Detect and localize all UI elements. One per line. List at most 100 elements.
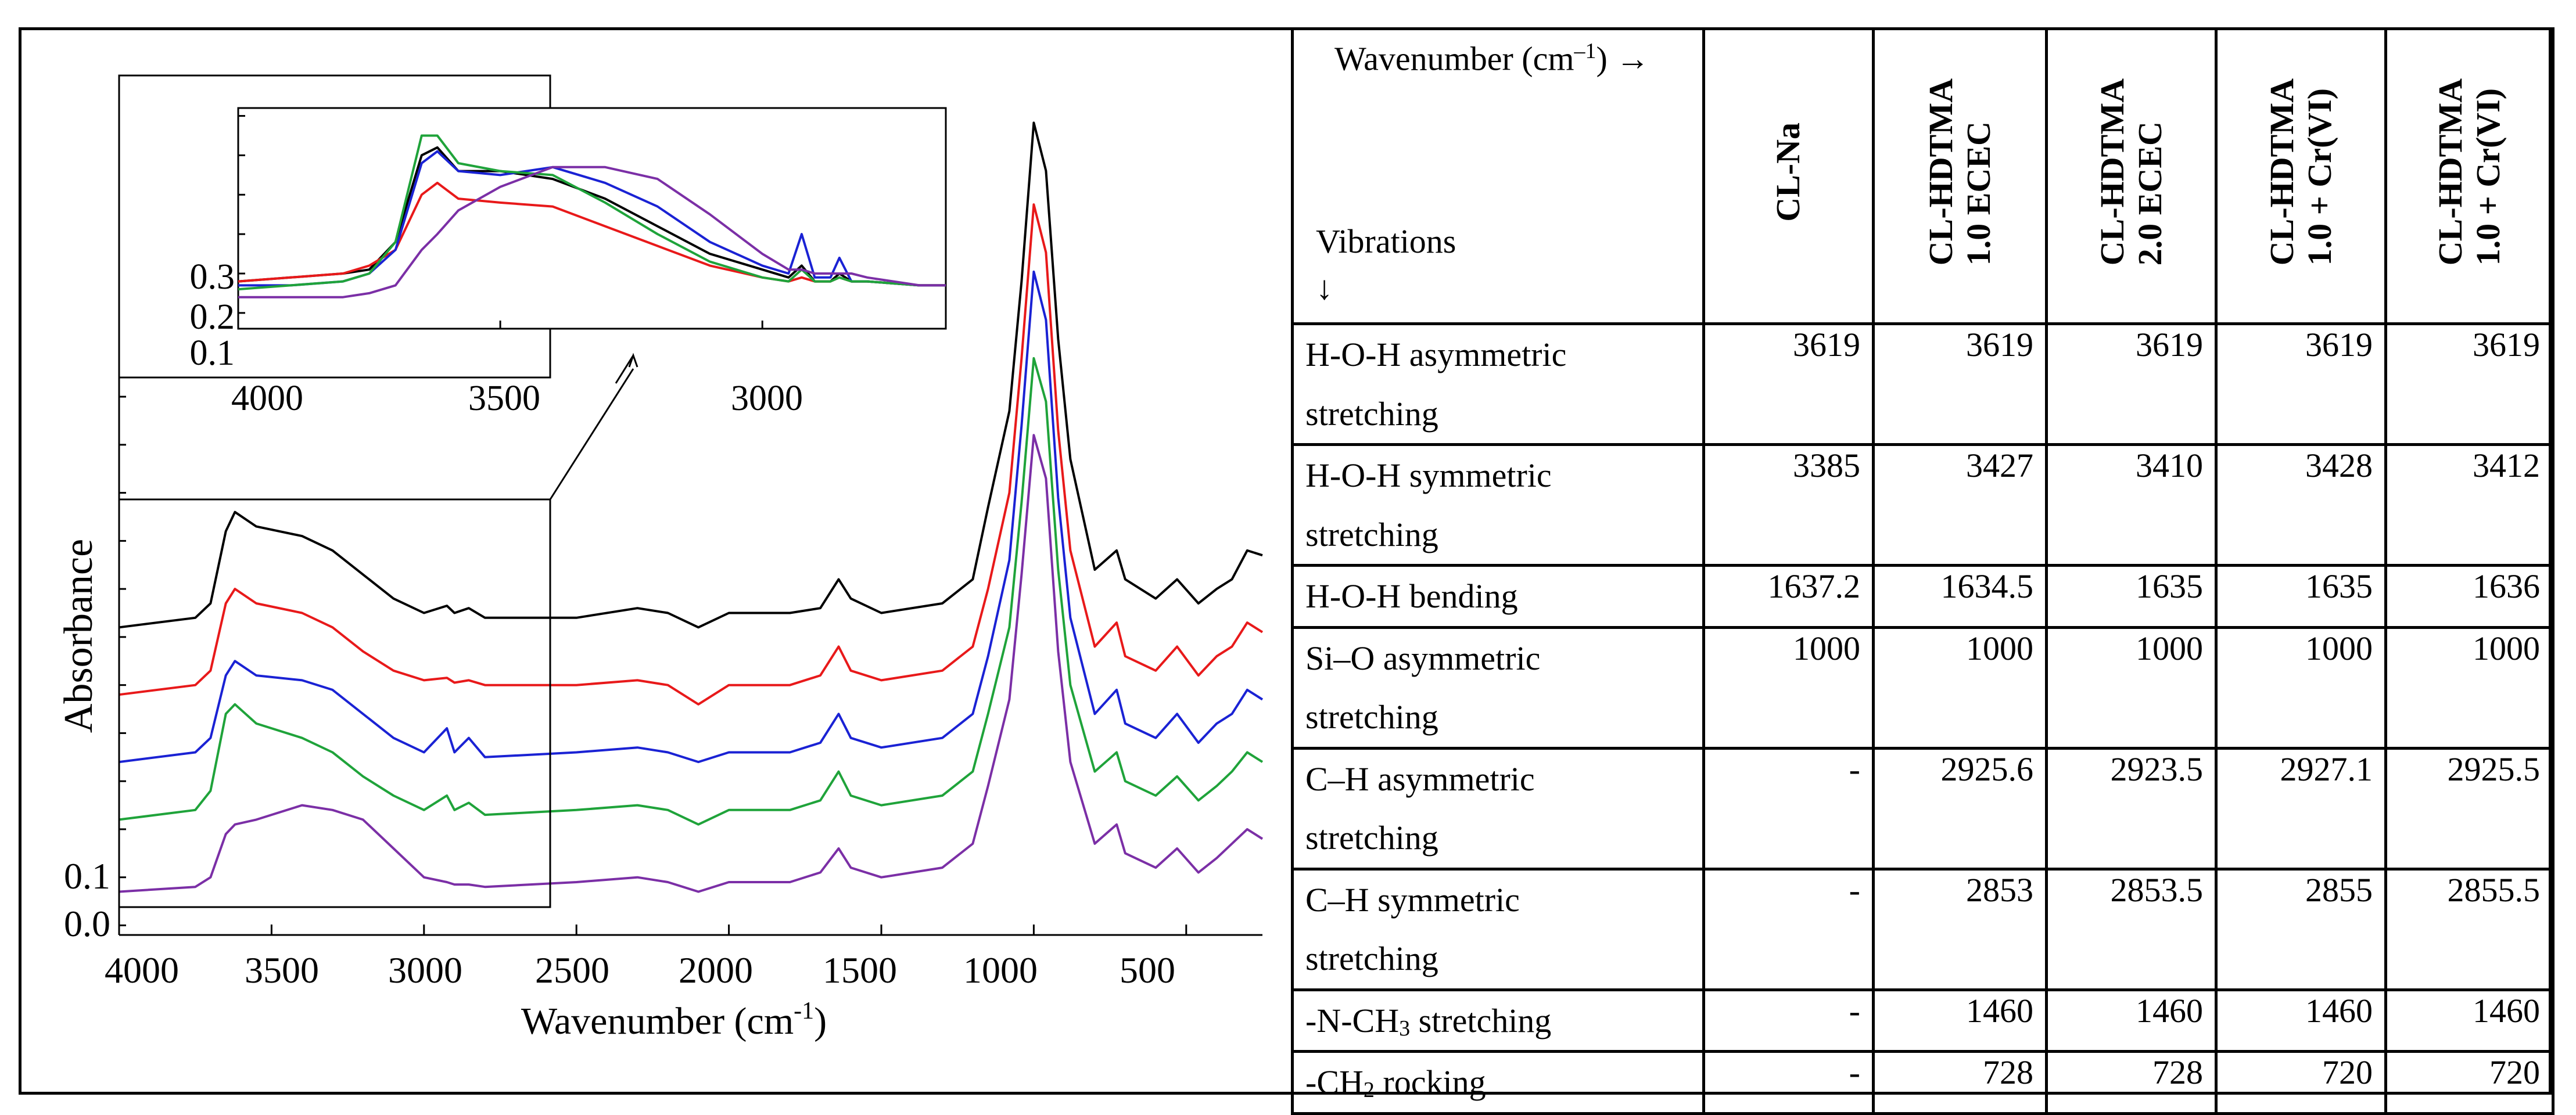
vibration-table: Wavenumber (cm–1) → Vibrations ↓ CL-Na C… [1291,27,2555,1115]
inset-series-line-green [238,134,946,291]
zoom-region-box [118,498,551,908]
wavenumber-axis-label: Wavenumber (cm–1) → [1334,39,1650,78]
down-arrow-icon: ↓ [1316,269,1333,307]
table-row: C–H symmetric stretching - 2853 2853.5 28… [1291,867,2555,991]
table-row: H-O-H bending 1637.2 1634.5 1635 1635 16… [1291,564,2555,629]
table-cell: 2855 [2215,867,2387,991]
table-cell: 2927.1 [2215,746,2387,871]
table-cell: 1635 [2215,564,2387,629]
inset-series-line-purple [238,166,946,298]
table-cell: 3619 [2384,322,2555,446]
table-cell: 1000 [1702,625,1875,750]
table-cell: 3619 [1872,322,2048,446]
table-cell: 3410 [2045,443,2218,567]
table-cell: - [1702,746,1875,871]
header-row: Wavenumber (cm–1) → Vibrations ↓ CL-Na C… [1291,27,2555,325]
inset-x-tick-label: 3500 [468,379,540,418]
inset-y-tick-label: 0.1 [190,333,235,373]
table-row: H-O-H symmetric stretching 3385 3427 3410… [1291,443,2555,567]
table-cell: 3428 [2215,443,2387,567]
table-cell: 1460 [2215,988,2387,1053]
table-cell: 3619 [2045,322,2218,446]
table-cell: 1635 [2045,564,2218,629]
inset-y-tick-label: 0.2 [190,297,235,337]
table-cell: - [1702,1050,1875,1115]
x-tick-label: 500 [1120,949,1175,991]
table-cell: 1637.2 [1702,564,1875,629]
table-cell: 1460 [2384,988,2555,1053]
corner-header-cell: Wavenumber (cm–1) → Vibrations ↓ [1291,27,1705,325]
table-cell: - [1702,867,1875,991]
table-cell: 1460 [1872,988,2048,1053]
vibrations-axis-label: Vibrations [1316,222,1456,260]
zoom-connector-line [549,368,634,500]
table-cell: 720 [2215,1050,2387,1115]
ftir-chart: 4000 3500 3000 0.3 0.2 0.1 4000 3500 300… [56,74,1264,1042]
vibration-label: C–H asymmetric stretching [1291,746,1705,871]
table-cell: 3412 [2384,443,2555,567]
series-line-green [119,357,1264,826]
table-row: C–H asymmetric stretching - 2925.6 2923.5… [1291,746,2555,871]
table-cell: 2855.5 [2384,867,2555,991]
series-line-black [119,121,1263,629]
table-cell: 1460 [2045,988,2218,1053]
table-cell: 1634.5 [1872,564,2048,629]
table-cell: 3619 [1702,322,1875,446]
x-tick-label: 2000 [679,949,753,991]
vibration-label: H-O-H bending [1291,564,1705,629]
series-line-red [119,203,1264,706]
table-row: -CH2 rocking - 728 728 720 720 [1291,1050,2555,1115]
x-tick-label: 1500 [823,949,897,991]
vibration-label: H-O-H asymmetric stretching [1291,322,1705,446]
inset-arrow-icon [615,353,638,384]
x-tick-label: 1000 [963,949,1038,991]
inset-x-tick-label: 3000 [731,379,803,418]
table-cell: 1000 [2384,625,2555,750]
vibration-label: H-O-H symmetric stretching [1291,443,1705,567]
vibration-label: -N-CH3 stretching [1291,988,1705,1053]
table-cell: 720 [2384,1050,2555,1115]
x-tick-label: 3000 [388,949,462,991]
series-line-blue [119,270,1264,764]
column-header-cl-hdtma-1-0-cr-2: CL-HDTMA 1.0 + Cr(VI) [2384,27,2555,325]
table-cell: 728 [2045,1050,2218,1115]
y-axis-title: Absorbance [56,539,101,733]
table-cell: 3427 [1872,443,2048,567]
inset-series-line-blue [238,150,946,287]
series-line-purple [119,434,1264,893]
column-header-cl-hdtma-1-0-cr: CL-HDTMA 1.0 + Cr(VI) [2215,27,2387,325]
table-row: H-O-H asymmetric stretching 3619 3619 361… [1291,322,2555,446]
main-series-group [119,121,1264,893]
table-cell: 1000 [2045,625,2218,750]
table-cell: 2925.5 [2384,746,2555,871]
table-cell: - [1702,988,1875,1053]
inset-x-tick-label: 4000 [231,379,303,418]
x-tick-marks [118,925,1187,935]
table-cell: 2925.6 [1872,746,2048,871]
y-tick-label: 0.0 [64,903,110,944]
table-cell: 1000 [1872,625,2048,750]
table-row: -N-CH3 stretching - 1460 1460 1460 1460 [1291,988,2555,1053]
table-cell: 2853 [1872,867,2048,991]
x-tick-label: 2500 [535,949,609,991]
inset-tick-marks [237,115,763,329]
table-cell: 1636 [2384,564,2555,629]
vibration-label: Si–O asymmetric stretching [1291,625,1705,750]
y-tick-label: 0.1 [64,855,110,897]
inset-plot-area [237,107,947,330]
x-tick-label: 3500 [245,949,319,991]
x-tick-label: 4000 [105,949,179,991]
table-cell: 3619 [2215,322,2387,446]
x-axis-title: Wavenumber (cm-1) [521,998,827,1042]
table-row: Si–O asymmetric stretching 1000 1000 1000… [1291,625,2555,750]
column-header-cl-hdtma-1-0-ecec: CL-HDTMA 1.0 ECEC [1872,27,2048,325]
ftir-band-table: Wavenumber (cm–1) → Vibrations ↓ CL-Na C… [1291,27,2555,1115]
table-cell: 2853.5 [2045,867,2218,991]
column-header-cl-hdtma-2-0-ecec: CL-HDTMA 2.0 ECEC [2045,27,2218,325]
inset-series-group [238,134,946,298]
table-cell: 3385 [1702,443,1875,567]
table-cell: 1000 [2215,625,2387,750]
inset-y-tick-label: 0.3 [190,257,235,297]
vibration-label: C–H symmetric stretching [1291,867,1705,991]
column-header-cl-na: CL-Na [1702,27,1875,325]
